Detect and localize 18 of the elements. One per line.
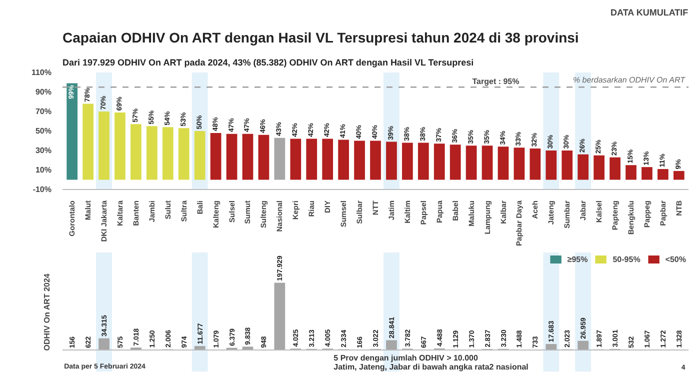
y-tick-label: 30% [35, 146, 52, 155]
y-tick-label: -10% [32, 185, 52, 194]
legend-label: <50% [665, 254, 686, 264]
chart-title: Capaian ODHIV On ART dengan Hasil VL Tersupresi tahun 2024 di 38 provinsi [62, 30, 579, 46]
y-tick-label: 50% [35, 126, 52, 136]
legend-label: ≥95% [567, 254, 588, 264]
chart-subtitle: Dari 197.929 ODHIV On ART pada 2024, 43% (85.382) ODHIV On ART dengan Hasil VL Tersupresi [62, 58, 474, 68]
y-axis-title: ODHIV On ART 2024 [42, 273, 52, 351]
y-tick-label: 110% [31, 68, 52, 77]
y-tick-label: 70% [35, 107, 52, 116]
ref-line-label: Target : 95% [472, 77, 520, 86]
text: DATA KUMULATIF [610, 8, 689, 18]
text: Jatim, Jateng, Jabar di bawah angka rata2 nasional [334, 362, 528, 372]
legend-label: 50-95% [612, 254, 640, 264]
annotation: % berdasarkan ODHIV On ART [572, 75, 686, 84]
text: 5 Prov dengan jumlah ODHIV > 10.000 [334, 354, 478, 363]
y-tick-label: 10% [35, 166, 52, 174]
y-tick-label: 90% [35, 88, 52, 96]
